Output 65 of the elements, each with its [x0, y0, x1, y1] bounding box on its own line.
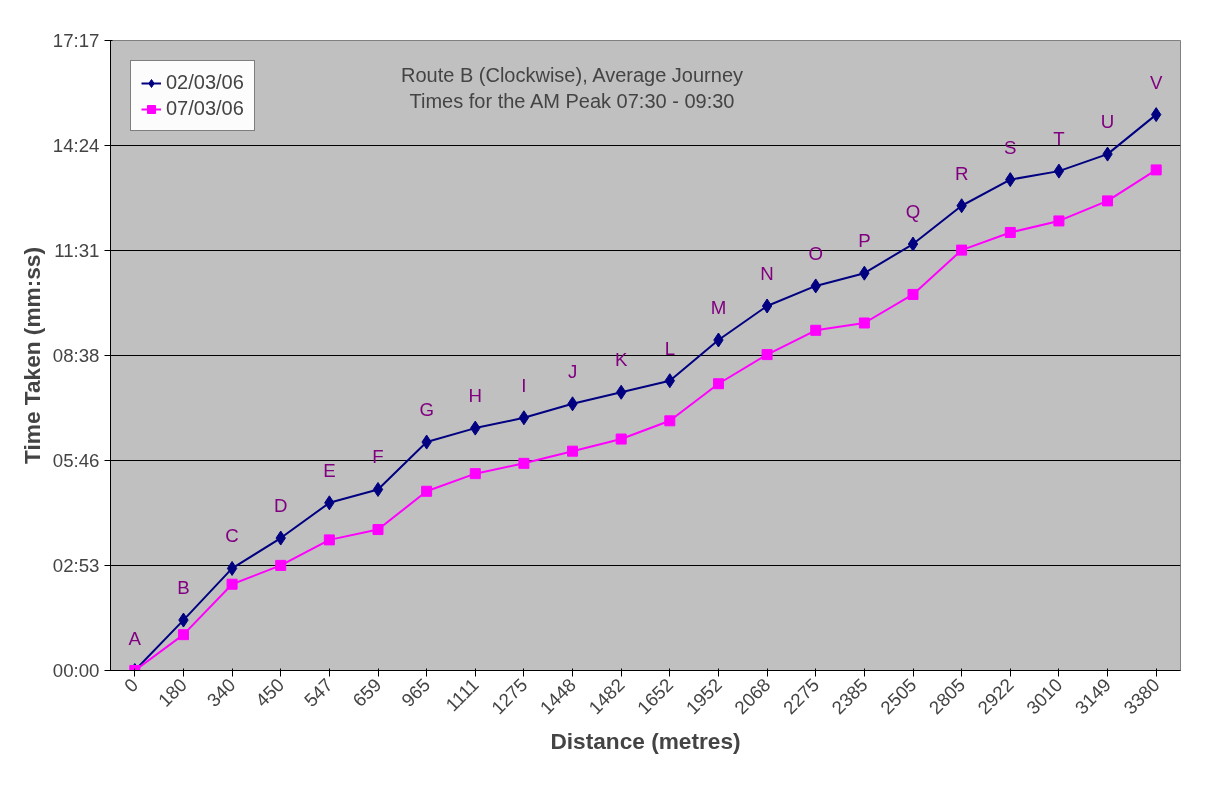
y-tick-label: 02:53	[52, 554, 100, 576]
point	[810, 324, 822, 336]
point	[956, 244, 968, 256]
point	[907, 288, 919, 300]
point	[275, 559, 287, 571]
point	[372, 481, 384, 497]
point	[1102, 195, 1114, 207]
point	[1150, 164, 1162, 176]
point	[907, 236, 919, 252]
point	[1053, 215, 1065, 227]
annotation: B	[177, 577, 190, 599]
point	[226, 578, 238, 590]
annotation: N	[760, 262, 774, 284]
annotation: P	[858, 230, 871, 252]
point	[1004, 226, 1016, 238]
annotation: M	[710, 297, 727, 319]
point	[421, 485, 433, 497]
annotation: R	[954, 162, 969, 184]
legend-label: 02/03/06	[166, 71, 244, 94]
annotation: I	[521, 374, 527, 396]
annotation: L	[664, 337, 676, 359]
annotation: E	[323, 459, 336, 481]
x-tick-label: 340	[202, 674, 240, 711]
point	[372, 524, 384, 536]
x-tick-label: 547	[299, 674, 337, 711]
point	[567, 445, 579, 457]
y-tick-label: 08:38	[52, 345, 100, 367]
point	[615, 433, 627, 445]
y-tick-label: 11:31	[54, 240, 100, 262]
annotation: T	[1053, 128, 1065, 150]
point	[712, 378, 724, 390]
annotation: K	[614, 349, 628, 371]
x-tick-label: 965	[397, 674, 435, 711]
point	[323, 534, 335, 546]
annotation: G	[419, 399, 434, 421]
legend-label: 07/03/06	[166, 97, 244, 120]
annotation: D	[273, 495, 288, 517]
annotation: Q	[905, 201, 921, 223]
point	[761, 349, 773, 361]
annotation: A	[128, 627, 142, 649]
point	[858, 317, 870, 329]
x-tick-label: 0	[120, 674, 143, 697]
annotation: C	[225, 525, 239, 547]
annotation: V	[1149, 71, 1163, 93]
point	[761, 298, 773, 314]
x-axis-title: Distance (metres)	[550, 728, 741, 755]
y-tick-label: 14:24	[52, 135, 100, 157]
y-axis-title: Time Taken (mm:ss)	[18, 247, 45, 464]
point	[177, 629, 189, 641]
annotation: H	[468, 385, 483, 407]
point	[664, 415, 676, 427]
point	[1053, 163, 1065, 179]
annotation: U	[1100, 111, 1115, 133]
text: Route B (Clockwise), Average Journey Times for the AM Peak 07:30 - 09:30	[400, 63, 743, 112]
point	[518, 457, 530, 469]
annotation: J	[567, 360, 578, 382]
x-tick-label: 659	[348, 674, 386, 711]
x-tick-label: 450	[251, 674, 289, 711]
x-tick-label: 180	[154, 674, 191, 711]
point	[518, 410, 530, 426]
y-tick-label: 05:46	[52, 449, 100, 471]
point	[226, 560, 238, 576]
y-tick-label: 00:00	[52, 660, 100, 681]
point	[469, 468, 481, 480]
y-tick-label: 17:17	[52, 30, 100, 51]
